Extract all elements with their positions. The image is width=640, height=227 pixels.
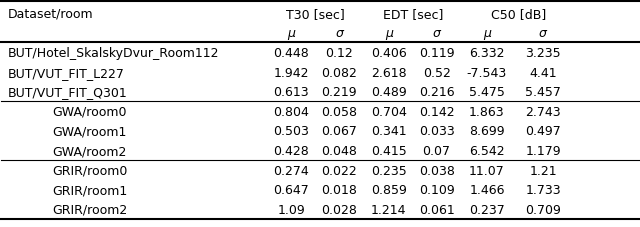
Text: 3.235: 3.235 — [525, 47, 561, 60]
Text: GRIR/room0: GRIR/room0 — [52, 164, 128, 177]
Text: 0.341: 0.341 — [371, 125, 406, 138]
Text: 1.466: 1.466 — [469, 183, 505, 196]
Text: 0.219: 0.219 — [321, 86, 357, 99]
Text: 0.067: 0.067 — [321, 125, 357, 138]
Text: μ: μ — [287, 27, 295, 40]
Text: 0.489: 0.489 — [371, 86, 406, 99]
Text: 0.274: 0.274 — [273, 164, 309, 177]
Text: 0.804: 0.804 — [273, 105, 309, 118]
Text: 4.41: 4.41 — [529, 66, 557, 79]
Text: 0.028: 0.028 — [321, 203, 357, 216]
Text: 0.448: 0.448 — [273, 47, 309, 60]
Text: 0.048: 0.048 — [321, 144, 357, 157]
Text: 0.022: 0.022 — [321, 164, 357, 177]
Text: BUT/VUT_FIT_Q301: BUT/VUT_FIT_Q301 — [8, 86, 127, 99]
Text: 1.09: 1.09 — [278, 203, 305, 216]
Text: 0.07: 0.07 — [422, 144, 451, 157]
Text: 1.214: 1.214 — [371, 203, 406, 216]
Text: 0.082: 0.082 — [321, 66, 357, 79]
Text: 0.428: 0.428 — [273, 144, 309, 157]
Text: 0.704: 0.704 — [371, 105, 407, 118]
Text: EDT [sec]: EDT [sec] — [383, 8, 443, 21]
Text: 1.21: 1.21 — [529, 164, 557, 177]
Text: 0.038: 0.038 — [419, 164, 454, 177]
Text: 0.216: 0.216 — [419, 86, 454, 99]
Text: σ: σ — [539, 27, 547, 40]
Text: 5.475: 5.475 — [469, 86, 505, 99]
Text: 5.457: 5.457 — [525, 86, 561, 99]
Text: σ: σ — [335, 27, 343, 40]
Text: 0.061: 0.061 — [419, 203, 454, 216]
Text: 1.863: 1.863 — [469, 105, 505, 118]
Text: 6.332: 6.332 — [469, 47, 505, 60]
Text: T30 [sec]: T30 [sec] — [286, 8, 344, 21]
Text: GWA/room2: GWA/room2 — [52, 144, 127, 157]
Text: 2.743: 2.743 — [525, 105, 561, 118]
Text: 0.237: 0.237 — [469, 203, 505, 216]
Text: BUT/Hotel_SkalskyDvur_Room112: BUT/Hotel_SkalskyDvur_Room112 — [8, 47, 220, 60]
Text: 1.733: 1.733 — [525, 183, 561, 196]
Text: 6.542: 6.542 — [469, 144, 505, 157]
Text: 1.179: 1.179 — [525, 144, 561, 157]
Text: 8.699: 8.699 — [469, 125, 505, 138]
Text: 0.018: 0.018 — [321, 183, 357, 196]
Text: 0.503: 0.503 — [273, 125, 309, 138]
Text: 0.613: 0.613 — [273, 86, 309, 99]
Text: 0.497: 0.497 — [525, 125, 561, 138]
Text: 0.415: 0.415 — [371, 144, 406, 157]
Text: GRIR/room2: GRIR/room2 — [52, 203, 127, 216]
Text: σ: σ — [433, 27, 440, 40]
Text: μ: μ — [385, 27, 393, 40]
Text: 2.618: 2.618 — [371, 66, 406, 79]
Text: C50 [dB]: C50 [dB] — [490, 8, 546, 21]
Text: μ: μ — [483, 27, 491, 40]
Text: GWA/room0: GWA/room0 — [52, 105, 127, 118]
Text: 1.942: 1.942 — [273, 66, 309, 79]
Text: 0.235: 0.235 — [371, 164, 406, 177]
Text: -7.543: -7.543 — [467, 66, 507, 79]
Text: 0.109: 0.109 — [419, 183, 454, 196]
Text: 0.119: 0.119 — [419, 47, 454, 60]
Text: 0.058: 0.058 — [321, 105, 357, 118]
Text: 0.406: 0.406 — [371, 47, 406, 60]
Text: GWA/room1: GWA/room1 — [52, 125, 127, 138]
Text: 0.859: 0.859 — [371, 183, 407, 196]
Text: Dataset/room: Dataset/room — [8, 8, 93, 21]
Text: 0.647: 0.647 — [273, 183, 309, 196]
Text: 0.12: 0.12 — [325, 47, 353, 60]
Text: GRIR/room1: GRIR/room1 — [52, 183, 127, 196]
Text: 0.142: 0.142 — [419, 105, 454, 118]
Text: 0.52: 0.52 — [422, 66, 451, 79]
Text: 0.709: 0.709 — [525, 203, 561, 216]
Text: 0.033: 0.033 — [419, 125, 454, 138]
Text: 11.07: 11.07 — [469, 164, 505, 177]
Text: BUT/VUT_FIT_L227: BUT/VUT_FIT_L227 — [8, 66, 125, 79]
